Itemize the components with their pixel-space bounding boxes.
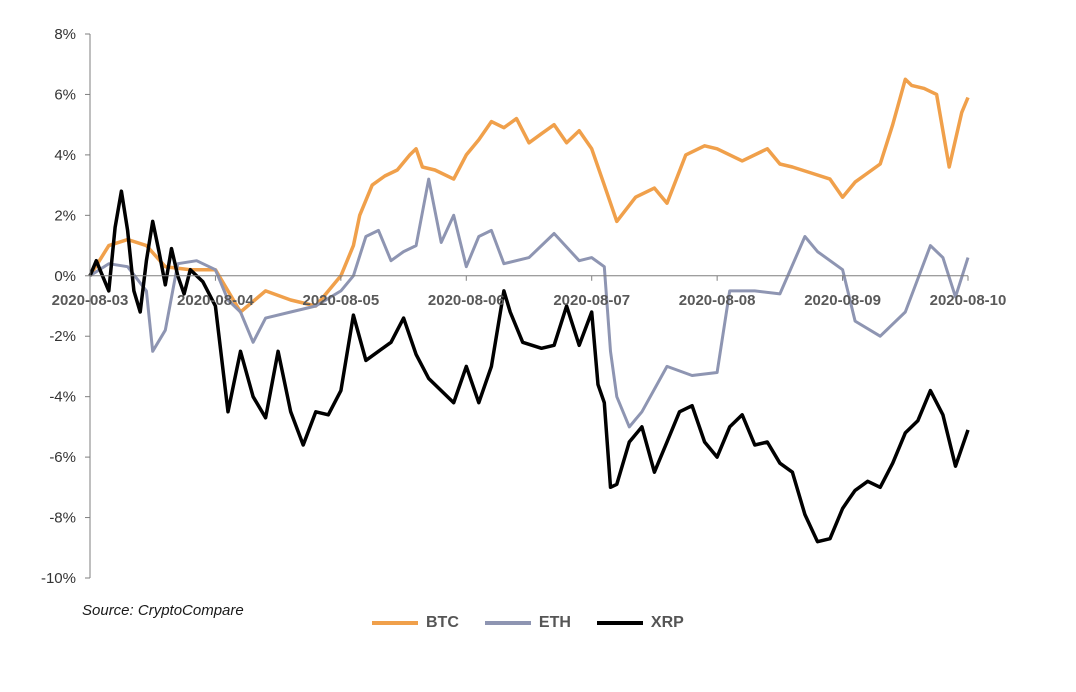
legend-swatch-xrp bbox=[596, 621, 643, 625]
series-line-btc bbox=[88, 77, 970, 314]
y-tick-label: -2% bbox=[49, 328, 76, 345]
x-tick-label: 2020-08-05 bbox=[302, 292, 379, 309]
y-tick-label: 6% bbox=[54, 86, 76, 103]
legend-item-xrp: XRP bbox=[596, 614, 684, 632]
x-tick-label: 2020-08-08 bbox=[679, 292, 756, 309]
x-tick-label: 2020-08-04 bbox=[177, 292, 254, 309]
y-tick-label: -4% bbox=[49, 389, 76, 406]
y-tick-label: -10% bbox=[41, 570, 76, 587]
legend-item-eth: ETH bbox=[484, 614, 571, 632]
y-tick-label: -8% bbox=[49, 510, 76, 527]
y-tick-label: 8% bbox=[54, 26, 76, 43]
x-tick-label: 2020-08-03 bbox=[52, 292, 129, 309]
legend-label-xrp: XRP bbox=[650, 614, 684, 631]
x-tick-label: 2020-08-06 bbox=[428, 292, 505, 309]
y-tick-label: 2% bbox=[54, 207, 76, 224]
x-tick-label: 2020-08-07 bbox=[553, 292, 630, 309]
legend-item-btc: BTC bbox=[372, 614, 459, 632]
series-line-xrp bbox=[88, 189, 970, 544]
x-tick-label: 2020-08-09 bbox=[804, 292, 881, 309]
legend-label-eth: ETH bbox=[538, 614, 571, 631]
axes-layer: 8% 6% 4% 2% 0% -2% -4% -6% -8% -10% 2020-08-03 2020… bbox=[41, 26, 1006, 587]
legend: BTC ETH XRP bbox=[372, 614, 684, 632]
legend-swatch-btc bbox=[372, 621, 418, 625]
y-tick-label: 4% bbox=[54, 147, 76, 164]
series-layer bbox=[88, 77, 970, 544]
source-note: Source: CryptoCompare bbox=[82, 602, 244, 619]
x-tick-label: 2020-08-10 bbox=[930, 292, 1007, 309]
y-tick-label: -6% bbox=[49, 449, 76, 466]
legend-label-btc: BTC bbox=[426, 614, 459, 631]
legend-swatch-eth bbox=[484, 621, 531, 625]
series-line-eth bbox=[89, 177, 970, 429]
y-tick-label: 0% bbox=[54, 268, 76, 285]
